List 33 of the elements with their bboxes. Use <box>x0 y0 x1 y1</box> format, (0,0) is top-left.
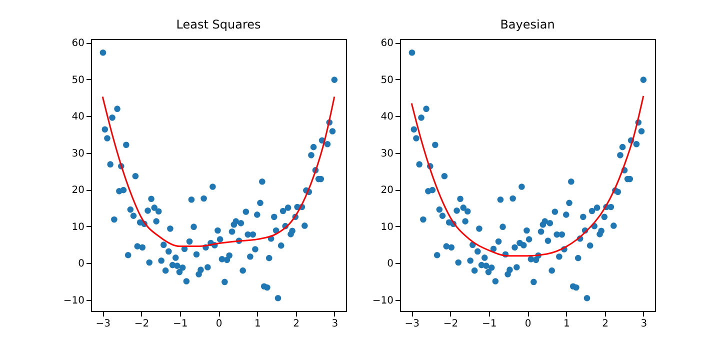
x-tick-label: −1 <box>172 318 188 330</box>
y-tick-label: 20 <box>72 185 84 196</box>
x-tick-label: −3 <box>96 318 110 330</box>
y-tick-label: 30 <box>72 148 84 160</box>
y-tick-label: 10 <box>380 222 394 233</box>
x-tick-label: 3 <box>640 318 648 330</box>
y-tick-label: 40 <box>72 112 84 123</box>
y-tick-label: 60 <box>380 38 394 50</box>
y-tick-label: 30 <box>380 148 394 160</box>
y-tick-label: 0 <box>387 258 394 270</box>
x-tick-label: 1 <box>563 318 570 330</box>
y-tick-label: 20 <box>380 185 394 196</box>
y-tick-label: 50 <box>380 74 394 86</box>
x-tick-label: −1 <box>482 318 497 330</box>
x-tick-label: 1 <box>254 318 261 330</box>
x-tick-label: 0 <box>216 318 222 330</box>
y-tick-label: 60 <box>72 38 84 50</box>
y-tick-label: −10 <box>372 295 394 306</box>
line-series <box>102 96 336 248</box>
y-tick-label: 50 <box>72 74 84 86</box>
x-tick-label: 3 <box>332 318 338 330</box>
x-tick-label: 2 <box>293 318 300 330</box>
x-tick-label: 2 <box>602 318 608 330</box>
chart-title: Least Squares <box>176 18 261 32</box>
y-tick-label: −10 <box>63 295 84 306</box>
chart-title: Bayesian <box>500 18 555 32</box>
x-tick-label: 0 <box>524 318 532 330</box>
y-tick-label: 0 <box>78 258 84 270</box>
x-tick-label: −3 <box>404 318 420 330</box>
y-tick-label: 40 <box>380 112 394 123</box>
y-tick-label: 10 <box>72 222 84 233</box>
x-tick-label: −2 <box>134 318 150 330</box>
x-tick-label: −2 <box>443 318 458 330</box>
